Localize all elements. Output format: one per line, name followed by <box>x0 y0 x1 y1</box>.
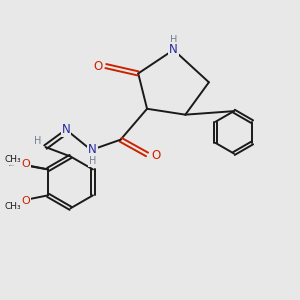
Text: H: H <box>88 156 96 166</box>
Text: CH₃: CH₃ <box>4 202 21 211</box>
Text: H: H <box>34 136 41 146</box>
Text: O: O <box>22 196 30 206</box>
Text: methoxy: methoxy <box>8 156 14 157</box>
Text: O: O <box>151 149 160 162</box>
Text: N: N <box>62 123 70 136</box>
Text: O: O <box>94 60 103 73</box>
Text: N: N <box>88 143 97 157</box>
Text: methoxy: methoxy <box>9 165 15 166</box>
Text: N: N <box>169 44 178 56</box>
Text: O: O <box>20 160 29 173</box>
Text: CH₃: CH₃ <box>4 154 21 164</box>
Text: O: O <box>22 159 30 169</box>
Text: H: H <box>170 35 177 46</box>
